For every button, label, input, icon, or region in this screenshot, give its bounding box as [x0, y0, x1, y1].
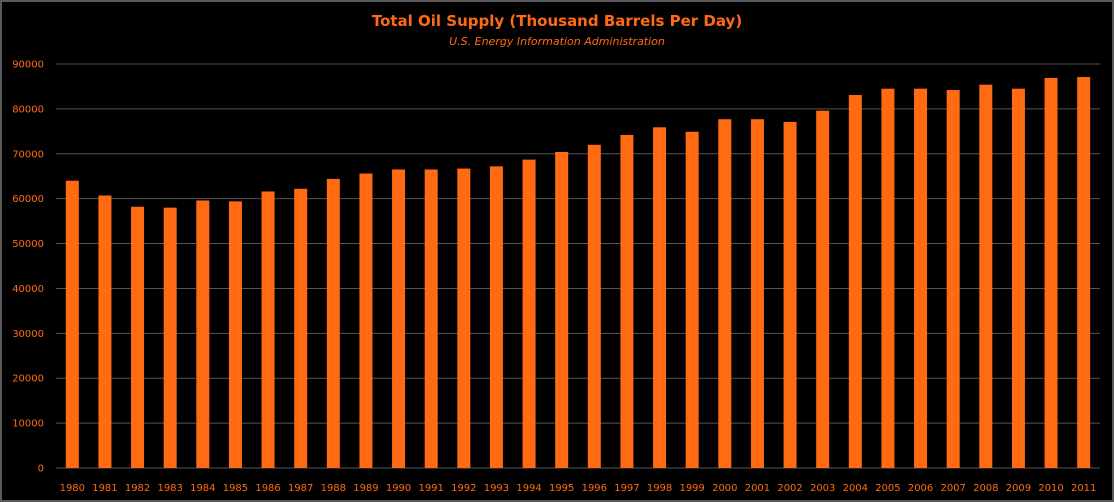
- bar-2001: [750, 119, 764, 469]
- x-tick-label: 1995: [549, 483, 574, 494]
- bar-1991: [424, 169, 438, 468]
- x-tick-label: 1996: [582, 483, 607, 494]
- x-tick-label: 2002: [777, 483, 802, 494]
- x-tick-label: 1990: [386, 483, 411, 494]
- x-tick-label: 1986: [255, 483, 280, 494]
- bar-2004: [848, 94, 862, 469]
- x-tick-label: 1989: [353, 483, 378, 494]
- x-tick-label: 2009: [1006, 483, 1031, 494]
- y-tick-label: 60000: [12, 194, 44, 205]
- bar-2003: [816, 110, 830, 468]
- bar-1984: [196, 200, 210, 468]
- x-tick-label: 1981: [92, 483, 117, 494]
- x-tick-label: 2000: [712, 483, 737, 494]
- bar-1999: [685, 131, 699, 468]
- bar-1982: [131, 206, 145, 468]
- x-tick-label: 1997: [614, 483, 639, 494]
- bar-1983: [163, 207, 177, 468]
- x-tick-label: 2011: [1071, 483, 1096, 494]
- chart-title: Total Oil Supply (Thousand Barrels Per D…: [371, 12, 743, 30]
- x-tick-label: 2004: [843, 483, 868, 494]
- x-tick-label: 2005: [875, 483, 900, 494]
- x-tick-label: 1994: [516, 483, 541, 494]
- bar-1998: [653, 127, 667, 468]
- y-tick-label: 40000: [12, 284, 44, 295]
- bar-2008: [979, 84, 993, 468]
- bar-1985: [228, 201, 242, 469]
- bar-1990: [392, 169, 406, 468]
- gridlines: [56, 63, 1100, 469]
- x-tick-label: 1982: [125, 483, 150, 494]
- bar-2000: [718, 119, 732, 469]
- x-axis-ticks: 1980 1981 1982 1983 1984 1985 1986 1987 1988 1989…: [60, 483, 1097, 494]
- x-tick-label: 1993: [484, 483, 509, 494]
- x-tick-label: 1988: [321, 483, 346, 494]
- y-tick-label: 90000: [12, 60, 44, 71]
- x-tick-label: 1999: [679, 483, 704, 494]
- x-tick-label: 2008: [973, 483, 998, 494]
- bar-1987: [294, 188, 308, 468]
- bar-1994: [522, 159, 536, 468]
- bar-1995: [555, 151, 569, 468]
- y-axis-ticks: 0 10000 20000 30000 40000 50000 60000 70000 8000…: [12, 60, 44, 475]
- x-tick-label: 2007: [940, 483, 965, 494]
- bar-1997: [620, 134, 634, 468]
- y-tick-label: 80000: [12, 104, 44, 115]
- bar-2010: [1044, 77, 1058, 468]
- bar-1980: [65, 180, 79, 468]
- bar-1988: [326, 178, 340, 468]
- bar-2011: [1077, 77, 1091, 469]
- y-tick-label: 50000: [12, 239, 44, 250]
- x-tick-label: 2010: [1038, 483, 1063, 494]
- bar-1992: [457, 168, 471, 468]
- y-tick-label: 20000: [12, 374, 44, 385]
- x-tick-label: 1983: [157, 483, 182, 494]
- x-tick-label: 2003: [810, 483, 835, 494]
- x-tick-label: 1991: [418, 483, 443, 494]
- bar-2005: [881, 88, 895, 468]
- y-tick-label: 0: [38, 464, 44, 475]
- bar-2006: [914, 88, 928, 468]
- bar-1989: [359, 173, 373, 469]
- bar-2007: [946, 90, 960, 468]
- bar-2002: [783, 121, 797, 468]
- x-tick-label: 2001: [745, 483, 770, 494]
- y-tick-label: 70000: [12, 149, 44, 160]
- x-tick-label: 1984: [190, 483, 215, 494]
- bar-1986: [261, 191, 275, 469]
- bar-1993: [489, 166, 503, 468]
- bar-1996: [587, 144, 601, 469]
- bars: [65, 77, 1091, 469]
- x-tick-label: 1985: [223, 483, 248, 494]
- bar-2009: [1011, 88, 1025, 468]
- y-tick-label: 10000: [12, 419, 44, 430]
- x-tick-label: 1998: [647, 483, 672, 494]
- x-tick-label: 1987: [288, 483, 313, 494]
- y-tick-label: 30000: [12, 329, 44, 340]
- x-tick-label: 2006: [908, 483, 933, 494]
- chart-subtitle: U.S. Energy Information Administration: [449, 35, 665, 48]
- x-tick-label: 1980: [60, 483, 85, 494]
- x-tick-label: 1992: [451, 483, 476, 494]
- bar-1981: [98, 195, 112, 468]
